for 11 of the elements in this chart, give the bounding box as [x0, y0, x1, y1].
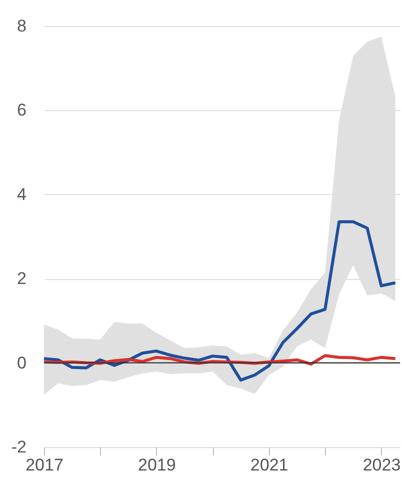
x-tick-label: 2023	[362, 456, 401, 474]
x-tick-label: 2017	[26, 456, 64, 474]
y-tick-label: 2	[17, 269, 26, 288]
y-tick-label: 0	[17, 353, 26, 372]
y-tick-label: 8	[17, 16, 26, 36]
y-tick-label: -2	[11, 438, 26, 456]
x-tick-label: 2019	[138, 456, 176, 474]
x-tick-label: 2021	[250, 456, 288, 474]
line-series	[42, 220, 397, 382]
y-tick-label: 6	[17, 100, 26, 120]
y-tick-label: 4	[17, 184, 26, 204]
